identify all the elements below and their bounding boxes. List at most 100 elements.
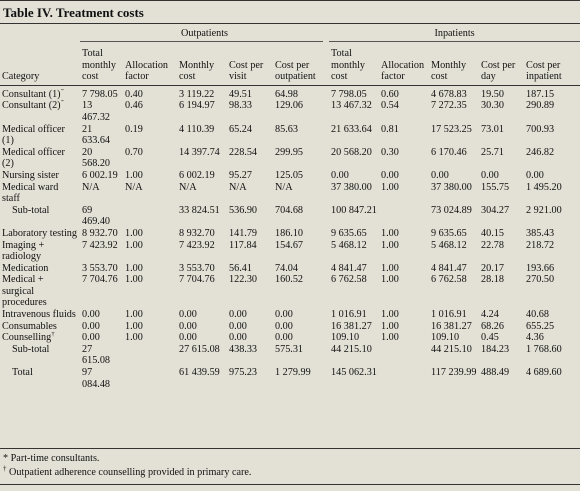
table-cell: 0.60 bbox=[381, 88, 399, 100]
table-cell: 13 467.32 bbox=[331, 100, 372, 112]
table-cell: 1.00 bbox=[381, 181, 399, 193]
table-row: Counselling† 0.00 1.00 0.00 0.00 0.00 109.10 1.… bbox=[0, 332, 580, 344]
table-cell: 27 615.08 bbox=[82, 343, 111, 367]
table-cell: 3 553.70 bbox=[179, 262, 215, 274]
column-header-category: Category bbox=[2, 71, 40, 83]
table-cell: 122.30 bbox=[229, 274, 258, 286]
column-header: Allocation factor bbox=[125, 59, 169, 83]
row-label: Intravenous fluids bbox=[2, 309, 76, 321]
column-header: Cost per outpatient bbox=[275, 59, 316, 83]
column-header: Monthly cost bbox=[179, 59, 215, 83]
table-cell: 16 381.27 bbox=[431, 320, 472, 332]
table-cell: 25.71 bbox=[481, 146, 504, 158]
row-label: Imaging + radiology bbox=[2, 239, 45, 263]
footnote-mark: * bbox=[3, 453, 9, 464]
row-category: Consultant (1)* bbox=[0, 89, 80, 101]
table-row: Consultant (2)* 13 467.32 0.46 6 194.97 98.3… bbox=[0, 100, 580, 123]
table-cell: 0.00 bbox=[331, 169, 349, 181]
column-header: Cost per inpatient bbox=[526, 59, 562, 83]
table-cell: N/A bbox=[179, 181, 197, 193]
table-cell: 0.00 bbox=[275, 320, 293, 332]
table-cell: 64.98 bbox=[275, 88, 298, 100]
row-category: Imaging + radiology bbox=[0, 240, 80, 263]
table-cell: 0.00 bbox=[82, 309, 100, 321]
column-header: Monthly cost bbox=[431, 59, 467, 83]
table-cell: 1 495.20 bbox=[526, 181, 562, 193]
table-cell: 22.78 bbox=[481, 239, 504, 251]
table-cell: 1.00 bbox=[125, 227, 143, 239]
table-row: Medical + surgical procedures 7 704.76 1.0… bbox=[0, 274, 580, 309]
table-cell: 0.19 bbox=[125, 123, 143, 135]
table-cell: 187.15 bbox=[526, 88, 555, 100]
footnote: † Outpatient adherence counselling provi… bbox=[3, 465, 577, 480]
row-category: Medical officer (2) bbox=[0, 147, 80, 170]
table-cell: 184.23 bbox=[481, 343, 510, 355]
table-cell: 0.00 bbox=[275, 309, 293, 321]
table-cell: 16 381.27 bbox=[331, 320, 372, 332]
table-cell: 193.66 bbox=[526, 262, 555, 274]
table-cell: 0.00 bbox=[481, 169, 499, 181]
table-cell: 37 380.00 bbox=[431, 181, 472, 193]
row-category: Consultant (2)* bbox=[0, 100, 80, 123]
row-category: Counselling† bbox=[0, 332, 80, 344]
table-cell: 246.82 bbox=[526, 146, 555, 158]
table-cell bbox=[379, 367, 429, 390]
table-cell: 0.54 bbox=[381, 100, 399, 112]
table-cell: 1 016.91 bbox=[331, 309, 367, 321]
table-cell: 0.70 bbox=[125, 146, 143, 158]
table-cell: 1.00 bbox=[381, 239, 399, 251]
row-label: Medical officer (1) bbox=[2, 123, 65, 147]
table-cell: 290.89 bbox=[526, 100, 555, 112]
table-cell: 7 272.35 bbox=[431, 100, 467, 112]
table-cell: 0.00 bbox=[431, 169, 449, 181]
table-cell: 40.68 bbox=[526, 309, 549, 321]
table-cell: 21 633.64 bbox=[331, 123, 372, 135]
row-category: Medical + surgical procedures bbox=[0, 274, 80, 309]
table-cell: 56.41 bbox=[229, 262, 252, 274]
row-label: Consultant (2) bbox=[2, 100, 61, 112]
table-row: Sub-total 69 469.40 33 824.51 536.90 704.68 1… bbox=[0, 205, 580, 228]
table-cell: 1.00 bbox=[125, 320, 143, 332]
table-cell: 1.00 bbox=[381, 227, 399, 239]
table-cell: 700.93 bbox=[526, 123, 555, 135]
column-header: Total monthly cost bbox=[82, 48, 116, 83]
column-header-row: Category Total monthly cost Allocation f… bbox=[0, 44, 580, 86]
row-label: Medical officer (2) bbox=[2, 146, 65, 170]
table-cell: 575.31 bbox=[275, 343, 304, 355]
table-cell: 1.00 bbox=[125, 332, 143, 344]
table-body: Consultant (1)* 7 798.05 0.40 3 119.22 49.51… bbox=[0, 85, 580, 390]
table-cell: 44 215.10 bbox=[431, 343, 472, 355]
table-cell: 0.00 bbox=[179, 320, 197, 332]
table-cell: 85.63 bbox=[275, 123, 298, 135]
table-cell: 145 062.31 bbox=[331, 367, 377, 379]
bottom-rule bbox=[0, 484, 580, 485]
row-label: Sub-total bbox=[12, 204, 50, 216]
table-cell: 8 932.70 bbox=[179, 227, 215, 239]
table-cell: 0.45 bbox=[481, 332, 499, 344]
table-cell: 7 798.05 bbox=[331, 88, 367, 100]
row-category: Total bbox=[0, 367, 80, 390]
treatment-costs-table: Outpatients Inpatients Category Total mo… bbox=[0, 27, 580, 390]
table-cell: 488.49 bbox=[481, 367, 510, 379]
table-cell: 97 084.48 bbox=[82, 367, 111, 390]
row-category: Sub-total bbox=[0, 205, 80, 228]
table-cell: 1.00 bbox=[125, 169, 143, 181]
table-cell: 0.00 bbox=[179, 309, 197, 321]
table-cell: 9 635.65 bbox=[431, 227, 467, 239]
table-cell: N/A bbox=[82, 181, 100, 193]
table-cell bbox=[379, 344, 429, 367]
table-cell: 5 468.12 bbox=[331, 239, 367, 251]
table-cell: 6 194.97 bbox=[179, 100, 215, 112]
footnote: * Part-time consultants. bbox=[3, 452, 577, 466]
table-cell: 95.27 bbox=[229, 169, 252, 181]
table-cell: 975.23 bbox=[229, 367, 258, 379]
table-cell: 0.00 bbox=[179, 332, 197, 344]
table-cell: 704.68 bbox=[275, 204, 304, 216]
table-cell: 1.00 bbox=[125, 274, 143, 286]
table-cell: 40.15 bbox=[481, 227, 504, 239]
table-cell: 7 704.76 bbox=[179, 274, 215, 286]
table-row: Sub-total 27 615.08 27 615.08 438.33 575.31 4… bbox=[0, 344, 580, 367]
table-cell: 6 170.46 bbox=[431, 146, 467, 158]
table-cell: 4 841.47 bbox=[331, 262, 367, 274]
